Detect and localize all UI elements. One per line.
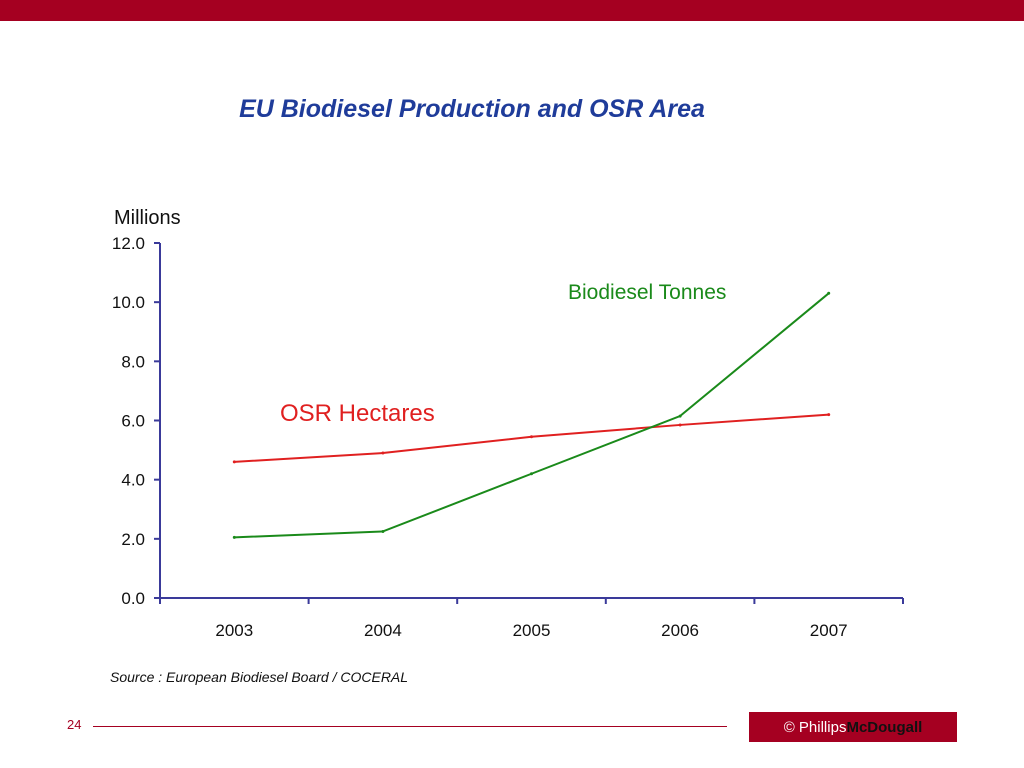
- top-brand-bar: [0, 0, 1024, 21]
- chart-axes: [159, 243, 903, 599]
- x-tick-label: 2007: [810, 621, 848, 640]
- data-point: [530, 472, 533, 476]
- data-point: [232, 535, 236, 539]
- y-tick-label: 0.0: [121, 589, 145, 608]
- y-axis-label: Millions: [114, 207, 181, 229]
- x-tick-label: 2003: [215, 621, 253, 640]
- series-label: OSR Hectares: [280, 400, 435, 427]
- chart-series: [232, 291, 831, 539]
- data-point: [678, 414, 682, 418]
- y-tick-label: 6.0: [121, 412, 145, 431]
- x-tick-label: 2005: [513, 621, 551, 640]
- company-logo: © Phillips McDougall: [749, 712, 957, 742]
- series-label: Biodiesel Tonnes: [568, 281, 726, 304]
- chart-ticks: 0.0 2.0 4.0 6.0 8.0 10.0 12.0 2003 2004 2005 2006 2…: [112, 234, 904, 640]
- series-labels: OSR Hectares Biodiesel Tonnes: [280, 281, 726, 427]
- x-tick-label: 2006: [661, 621, 699, 640]
- logo-copyright-text: © Phillips: [783, 718, 847, 736]
- y-tick-label: 8.0: [121, 352, 145, 371]
- x-tick-label: 2004: [364, 621, 402, 640]
- y-tick-label: 4.0: [121, 471, 145, 490]
- data-point: [530, 435, 533, 439]
- slide-title: EU Biodiesel Production and OSR Area: [239, 95, 705, 123]
- data-point: [381, 529, 385, 533]
- logo-brand-text: McDougall: [846, 718, 923, 736]
- data-point: [827, 291, 831, 295]
- page-number: 24: [67, 717, 82, 732]
- y-tick-label: 2.0: [121, 530, 145, 549]
- data-point: [678, 423, 682, 427]
- y-tick-label: 10.0: [112, 293, 145, 312]
- footer-divider: [93, 726, 727, 727]
- data-point: [232, 460, 236, 464]
- source-note: Source : European Biodiesel Board / COCE…: [110, 669, 409, 685]
- data-point: [827, 413, 831, 417]
- y-tick-label: 12.0: [112, 234, 145, 253]
- data-point: [381, 451, 385, 455]
